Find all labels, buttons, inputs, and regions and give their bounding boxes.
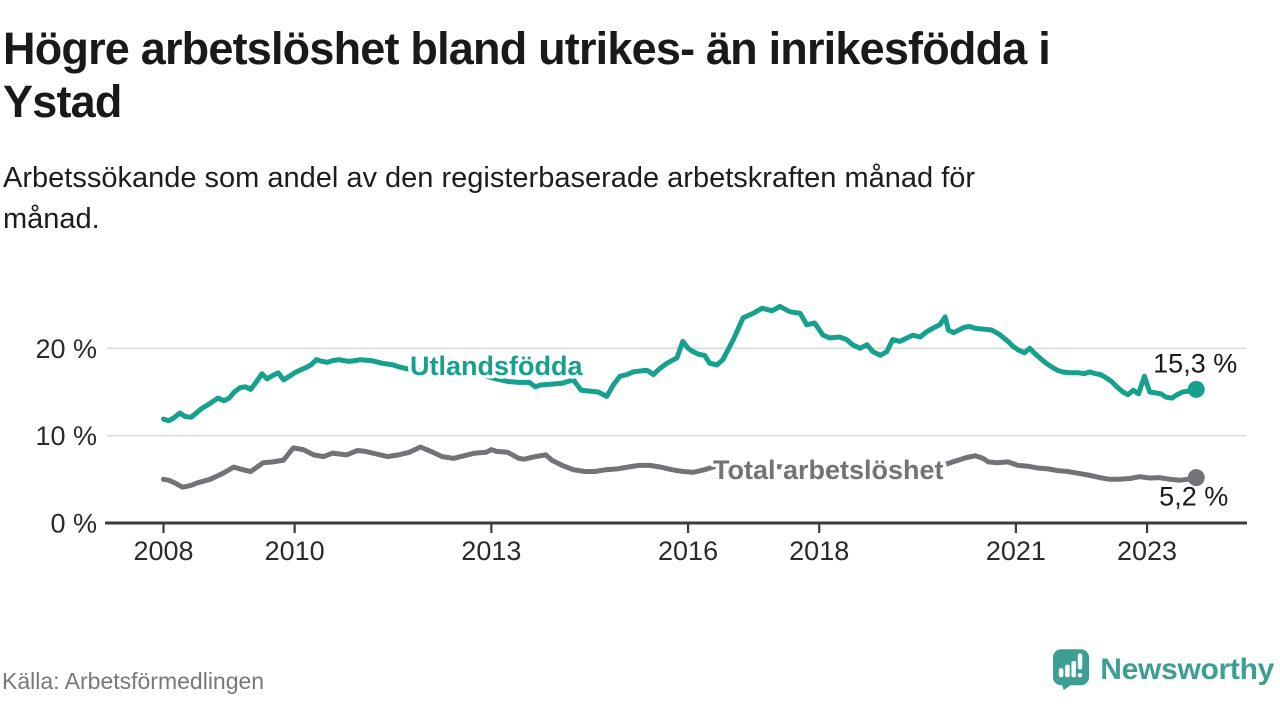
- value-label-utlandsfodda: 15,3 %: [1153, 348, 1237, 378]
- x-axis-tick-label: 2010: [265, 536, 325, 566]
- x-axis-tick-label: 2008: [133, 536, 193, 566]
- x-axis-tick-label: 2013: [461, 536, 521, 566]
- series-label-utlandsfodda: Utlandsfödda: [410, 351, 583, 381]
- series-end-dot-total-arbetsloshet: [1187, 469, 1205, 487]
- chart-subtitle-line-2: månad.: [3, 203, 100, 235]
- x-axis-tick-label: 2023: [1117, 536, 1177, 566]
- y-axis-tick-label: 0 %: [50, 509, 97, 539]
- series-line-total-arbetsloshet: [161, 444, 1199, 490]
- series-line-utlandsfodda: [161, 303, 1199, 424]
- chart-title-line-1: Högre arbetslöshet bland utrikes- än inr…: [3, 23, 1051, 74]
- chart-title-line-2: Ystad: [3, 76, 122, 127]
- chart-subtitle: Arbetssökande som andel av den registerb…: [3, 158, 1203, 240]
- source-note: Källa: Arbetsförmedlingen: [2, 668, 265, 694]
- chart-subtitle-line-1: Arbetssökande som andel av den registerb…: [3, 162, 976, 194]
- x-axis-tick-label: 2021: [986, 536, 1046, 566]
- series-label-total-arbetsloshet: Total arbetslöshet: [713, 455, 944, 485]
- chart-title: Högre arbetslöshet bland utrikes- än inr…: [3, 22, 1243, 128]
- x-axis-tick-label: 2016: [658, 536, 718, 566]
- newsworthy-logo-icon: [1053, 649, 1090, 691]
- series-end-dot-utlandsfodda: [1187, 380, 1205, 398]
- y-axis-tick-label: 20 %: [35, 334, 97, 364]
- newsworthy-logo: Newsworthy: [1053, 646, 1274, 694]
- x-axis-tick-label: 2018: [789, 536, 849, 566]
- newsworthy-logo-text: Newsworthy: [1100, 653, 1274, 686]
- y-axis-tick-label: 10 %: [35, 421, 97, 451]
- value-label-total-arbetsloshet: 5,2 %: [1159, 482, 1228, 512]
